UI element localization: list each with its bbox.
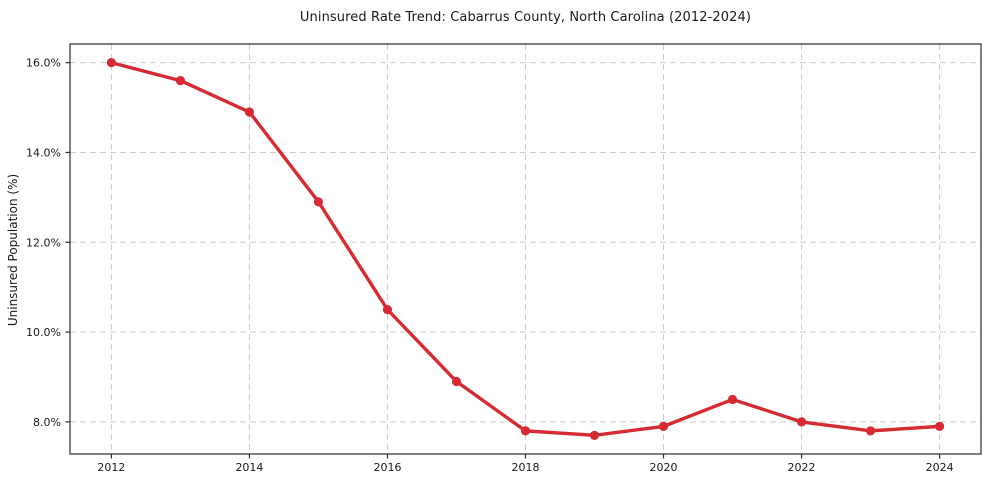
x-tick-label: 2016 bbox=[373, 461, 401, 474]
x-tick-label: 2020 bbox=[650, 461, 678, 474]
y-tick-label: 16.0% bbox=[26, 57, 61, 70]
data-point-marker bbox=[727, 394, 738, 405]
data-point-marker bbox=[313, 197, 324, 207]
data-point-marker bbox=[796, 417, 807, 427]
y-tick-label: 14.0% bbox=[26, 146, 61, 159]
x-tick-label: 2014 bbox=[235, 461, 263, 474]
x-tick-label: 2024 bbox=[926, 461, 954, 474]
x-tick-label: 2022 bbox=[788, 461, 816, 474]
y-tick-label: 8.0% bbox=[33, 416, 61, 429]
data-point-marker bbox=[106, 58, 117, 68]
x-tick-label: 2012 bbox=[97, 461, 125, 474]
data-point-marker bbox=[865, 426, 876, 436]
data-point-marker bbox=[589, 430, 600, 440]
data-point-marker bbox=[934, 421, 945, 431]
x-tick-label: 2018 bbox=[512, 461, 540, 474]
data-point-marker bbox=[244, 107, 255, 117]
data-point-marker bbox=[658, 421, 669, 431]
chart-title: Uninsured Rate Trend: Cabarrus County, N… bbox=[299, 10, 752, 25]
data-point-marker bbox=[520, 426, 531, 436]
y-tick-label: 12.0% bbox=[26, 236, 61, 249]
data-point-marker bbox=[382, 305, 393, 315]
data-point-marker bbox=[175, 75, 186, 86]
y-tick-label: 10.0% bbox=[26, 326, 61, 339]
data-point-marker bbox=[451, 376, 462, 387]
